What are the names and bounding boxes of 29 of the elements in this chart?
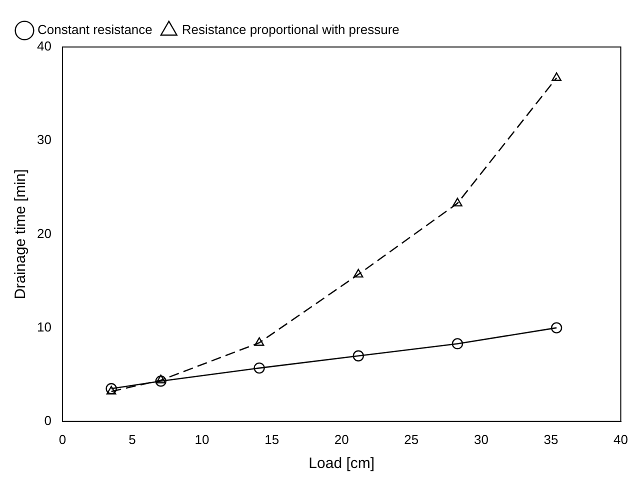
x-tick-label: 35 [544, 432, 558, 447]
point [353, 268, 364, 278]
y-tick-label: 40 [36, 38, 52, 54]
point [550, 322, 562, 334]
x-tick-label: 15 [264, 432, 280, 447]
legend-label: Constant resistance [38, 22, 152, 38]
y-tick-label: 30 [36, 132, 52, 148]
legend-label: Resistance proportional with pressure [182, 22, 400, 38]
point [254, 337, 264, 346]
point [106, 383, 117, 394]
y-tick-label: 20 [36, 226, 52, 241]
y-tick-label: 10 [36, 319, 52, 334]
point [352, 350, 364, 362]
y-tick-label: 0 [44, 412, 52, 428]
point [452, 338, 464, 350]
x-tick-label: 40 [614, 432, 628, 447]
y-axis-title: Drainage time [min] [12, 169, 30, 300]
point [155, 376, 166, 387]
point [452, 198, 462, 206]
x-tick-label: 0 [58, 432, 66, 447]
point [106, 386, 116, 395]
x-tick-label: 30 [474, 432, 488, 447]
x-tick-label: 5 [128, 432, 136, 447]
point [254, 362, 265, 374]
x-tick-label: 20 [334, 432, 349, 447]
x-tick-label: 10 [194, 432, 210, 447]
point [552, 72, 562, 81]
x-axis-title: Load [cm] [308, 455, 375, 472]
x-tick-label: 25 [404, 432, 419, 447]
